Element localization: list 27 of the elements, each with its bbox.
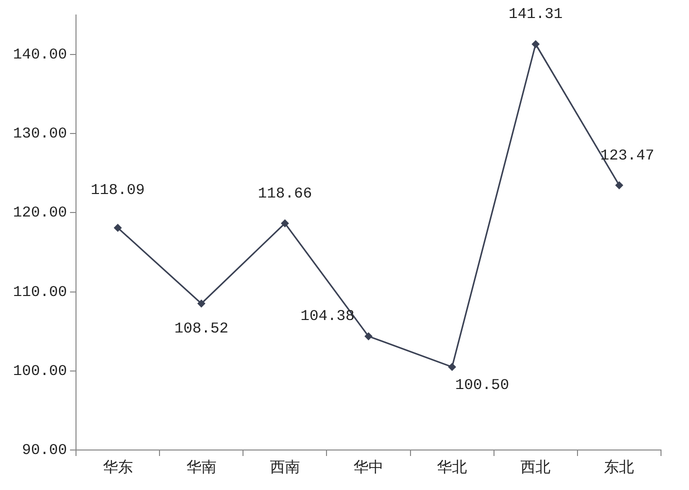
x-tick-label: 华东 (102, 458, 133, 477)
x-tick-label: 华南 (186, 458, 216, 477)
data-label: 141.31 (508, 6, 563, 24)
x-tick-label: 东北 (604, 458, 634, 477)
x-tick-label: 西南 (270, 458, 300, 477)
point (615, 182, 623, 190)
point (114, 224, 122, 232)
point (364, 332, 372, 340)
x-tick-label: 西北 (520, 458, 551, 477)
point (281, 220, 289, 228)
point (532, 40, 540, 48)
y-tick-label: 90.00 (22, 442, 68, 459)
x-tick-label: 华北 (437, 458, 468, 477)
data-label: 104.38 (300, 308, 355, 326)
point (198, 300, 206, 308)
y-tick-label: 130.00 (12, 126, 68, 143)
x-tick-label: 华中 (354, 458, 384, 477)
point (448, 363, 456, 371)
y-tick-label: 140.00 (12, 46, 68, 64)
data-label: 100.50 (455, 376, 510, 394)
data-label: 118.66 (258, 185, 312, 202)
y-tick-label: 120.00 (12, 204, 68, 222)
y-tick-label: 110.00 (12, 284, 68, 301)
data-label: 118.09 (90, 182, 145, 199)
data-label: 108.52 (174, 320, 228, 338)
y-tick-label: 100.00 (12, 362, 68, 380)
data-label: 123.47 (600, 147, 654, 164)
